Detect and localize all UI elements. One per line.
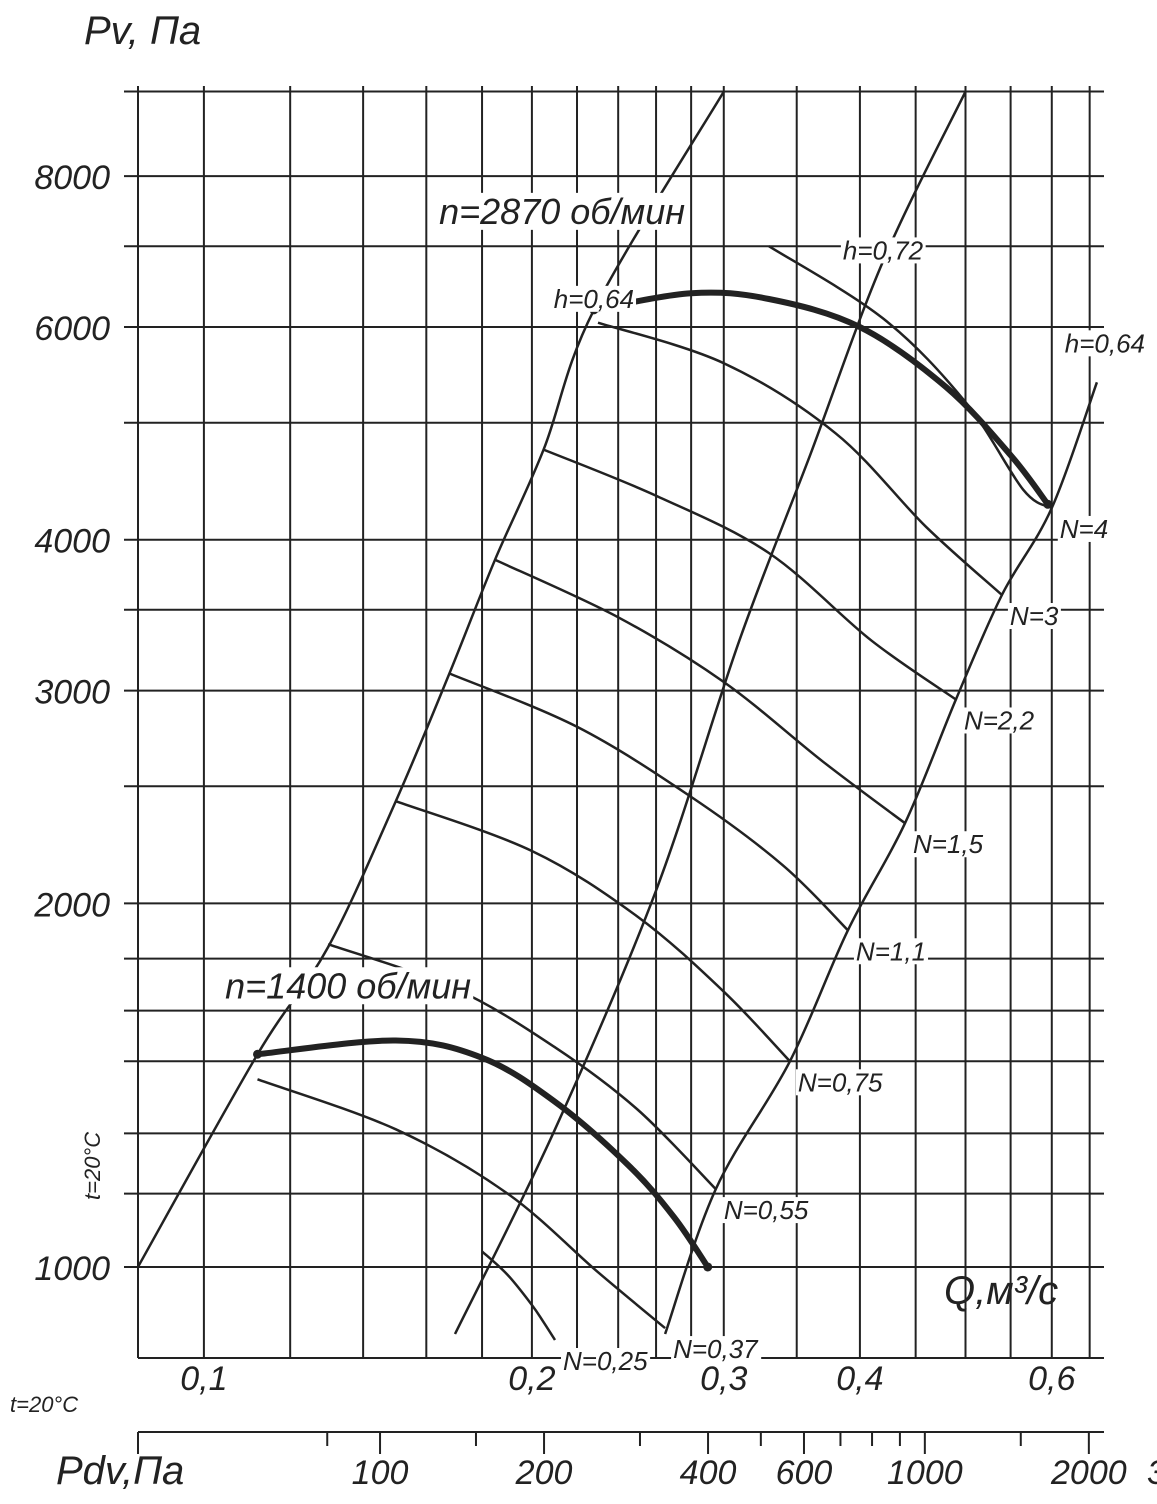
power-curve-8: [257, 1078, 666, 1330]
labels: 0,1 0,2 0,3 0,4 0,6 100 200 400 600 1000 2000 3000 1…: [33, 159, 1157, 1492]
pdv-tick-label: 3000: [1147, 1454, 1157, 1492]
power-curve-label-8: N=0,37: [673, 1334, 759, 1364]
y-tick-label: 4000: [34, 523, 110, 561]
efficiency-line-1: [136, 90, 725, 1268]
q-tick-label: 0,6: [1028, 1360, 1075, 1398]
pdv-tick-label: 100: [352, 1454, 409, 1492]
efficiency-line-3: [663, 381, 1099, 1335]
efficiency-label-3: h=0,64: [1065, 328, 1145, 358]
power-curve-9: [481, 1250, 557, 1341]
efficiency-label-3-background: [1062, 330, 1148, 357]
speed-curve-label-1: n=2870 об/мин: [439, 191, 685, 232]
power-curve-6: [395, 800, 791, 1063]
power-curve-1: [768, 245, 1053, 510]
grid-lines: [124, 86, 1104, 1454]
y-tick-label: 2000: [33, 886, 110, 924]
x-axis-title: Q,м³/с: [944, 1269, 1058, 1313]
q-tick-label: 0,4: [836, 1360, 883, 1398]
curves: [136, 90, 1099, 1341]
power-curve-label-2: N=3: [1010, 601, 1059, 631]
q-tick-label: 0,2: [508, 1360, 555, 1398]
power-curve-label-7: N=0,55: [724, 1195, 809, 1225]
pdv-tick-label: 600: [776, 1454, 833, 1492]
pdv-tick-label: 200: [515, 1454, 573, 1492]
efficiency-label-1: h=0,64: [554, 284, 634, 314]
pdv-tick-label: 1000: [887, 1454, 963, 1492]
power-curve-label-3: N=2,2: [964, 705, 1035, 735]
power-curve-label-1: N=4: [1060, 514, 1108, 544]
power-curve-label-6: N=0,75: [798, 1067, 883, 1097]
y-axis-title: Pv, Па: [84, 9, 201, 53]
power-curve-label-9: N=0,25: [563, 1346, 648, 1376]
q-tick-label: 0,1: [180, 1360, 227, 1398]
speed-curve-end-dot: [1043, 499, 1053, 509]
power-curve-label-5-background: [853, 938, 929, 965]
power-curve-label-7-background: [721, 1197, 811, 1224]
y-tick-label: 1000: [34, 1250, 110, 1288]
efficiency-label-1-background: [551, 285, 637, 312]
pdv-tick-label: 400: [680, 1454, 737, 1492]
speed-curve-2: [257, 1037, 711, 1269]
power-curve-label-4: N=1,5: [913, 829, 984, 859]
temperature-label-horizontal: t=20°C: [10, 1392, 78, 1417]
power-curve-5: [448, 672, 849, 932]
power-curve-3: [543, 448, 957, 701]
power-curve-label-6-background: [795, 1069, 886, 1096]
speed-curve-start-dot: [253, 1049, 263, 1059]
power-curve-label-4-background: [911, 831, 986, 858]
y-tick-label: 6000: [34, 310, 110, 348]
efficiency-label-2: h=0,72: [843, 235, 924, 265]
y-tick-label: 3000: [34, 674, 110, 712]
speed-curve-end-dot: [703, 1262, 713, 1272]
speed-curve-1: [593, 289, 1051, 507]
speed-curve-label-1-background: [437, 192, 688, 230]
power-curve-label-1-background: [1057, 515, 1111, 542]
power-curve-label-5: N=1,1: [856, 936, 926, 966]
power-curve-label-8-background: [671, 1336, 762, 1363]
power-curve-label-9-background: [560, 1348, 651, 1374]
temperature-label-vertical: t=20°C: [80, 1132, 105, 1200]
power-curve-2: [597, 321, 1003, 596]
speed-curve-label-2-background: [223, 967, 474, 1005]
pdv-tick-label: 2000: [1050, 1454, 1127, 1492]
q-tick-label: 0,3: [700, 1360, 747, 1398]
speed-curve-label-2: n=1400 об/мин: [225, 965, 471, 1006]
efficiency-label-2-background: [840, 237, 926, 264]
power-curve-label-3-background: [961, 707, 1037, 734]
power-curve-label-2-background: [1007, 603, 1061, 630]
power-curve-4: [494, 558, 906, 825]
efficiency-line-2: [453, 91, 967, 1335]
y-tick-label: 8000: [34, 159, 110, 197]
pdv-axis-title: Pdv,Па: [56, 1449, 184, 1493]
